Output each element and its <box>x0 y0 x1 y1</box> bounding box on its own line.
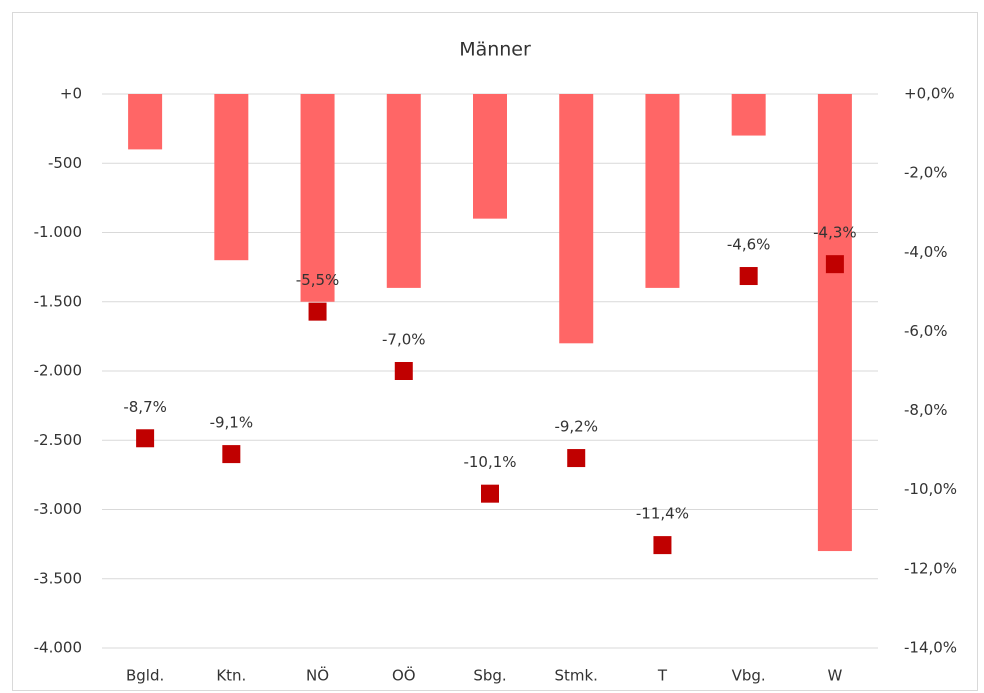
y-tick-label: -2.000 <box>34 362 82 380</box>
bar <box>214 94 249 261</box>
y-tick-label: -1.500 <box>34 292 82 310</box>
bar <box>645 94 680 288</box>
x-tick-label: NÖ <box>306 666 329 685</box>
y2-tick-label: -6,0% <box>904 322 948 340</box>
y2-tick-label: -12,0% <box>904 559 957 577</box>
marker <box>308 302 327 321</box>
y2-tick-label: -2,0% <box>904 164 948 182</box>
data-label: -4,6% <box>727 236 771 254</box>
y2-tick-label: -14,0% <box>904 639 957 657</box>
data-label: -4,3% <box>813 224 857 242</box>
data-label: -10,1% <box>463 453 516 471</box>
bar <box>128 94 163 150</box>
x-tick-label: OÖ <box>392 666 416 685</box>
marker <box>825 255 844 274</box>
marker <box>739 267 758 286</box>
data-label: -8,7% <box>123 398 167 416</box>
y-tick-label: +0 <box>60 85 82 103</box>
bar <box>559 94 594 344</box>
data-label: -9,1% <box>210 414 254 432</box>
y2-tick-label: -8,0% <box>904 401 948 419</box>
bar <box>300 94 335 302</box>
y-tick-label: -1.000 <box>34 223 82 241</box>
bar <box>386 94 421 288</box>
bar <box>731 94 766 136</box>
bar <box>817 94 852 552</box>
y-tick-label: -3.000 <box>34 500 82 518</box>
data-label: -5,5% <box>296 271 340 289</box>
data-label: -7,0% <box>382 331 426 349</box>
bar <box>473 94 507 219</box>
chart-title: Männer <box>459 39 531 61</box>
marker <box>567 449 586 468</box>
y2-tick-label: +0,0% <box>904 85 955 103</box>
x-tick-label: Vbg. <box>732 667 766 685</box>
x-tick-label: T <box>657 667 668 685</box>
x-tick-label: Ktn. <box>216 667 246 685</box>
marker <box>394 362 413 380</box>
x-tick-label: Sbg. <box>473 667 506 685</box>
marker <box>222 445 241 464</box>
y2-tick-label: -4,0% <box>904 243 948 261</box>
y-tick-label: -500 <box>48 154 82 172</box>
y-tick-label: -3.500 <box>34 569 82 587</box>
marker <box>653 536 672 555</box>
x-tick-label: Stmk. <box>554 667 597 685</box>
data-label: -11,4% <box>636 505 689 523</box>
data-label: -9,2% <box>554 418 598 436</box>
y-tick-label: -2.500 <box>34 431 82 449</box>
y-tick-label: -4.000 <box>34 639 82 657</box>
x-tick-label: Bgld. <box>126 667 164 685</box>
x-tick-label: W <box>827 667 842 685</box>
y2-tick-label: -10,0% <box>904 480 957 498</box>
marker <box>481 484 499 503</box>
marker <box>136 429 155 448</box>
